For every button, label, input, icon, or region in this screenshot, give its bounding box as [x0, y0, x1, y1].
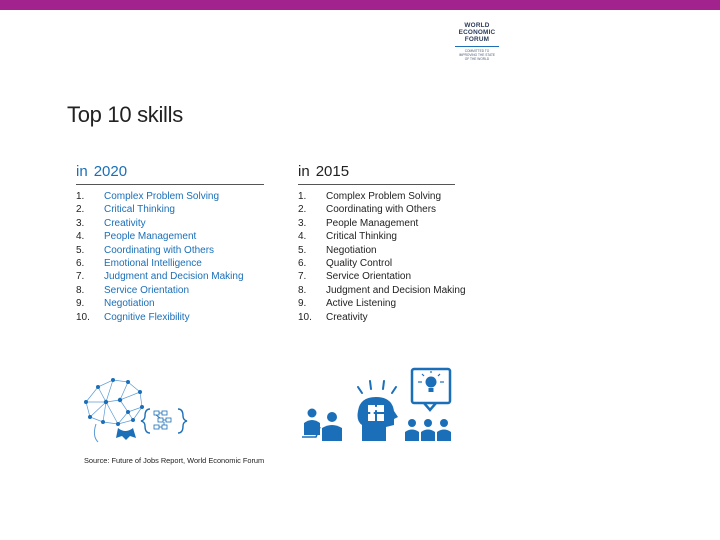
skill-row: 7. Service Orientation — [298, 270, 455, 283]
skill-number: 8. — [298, 284, 307, 296]
skill-number: 7. — [76, 271, 85, 283]
header-year: 2020 — [93, 163, 128, 180]
skill-row: 8. Service Orientation — [76, 284, 264, 297]
skill-number: 4. — [298, 231, 307, 243]
skill-row: 1. Complex Problem Solving — [298, 190, 455, 203]
skill-row: 1. Complex Problem Solving — [76, 190, 264, 203]
brain-network-icon — [84, 378, 188, 443]
skill-label: Complex Problem Solving — [104, 191, 220, 202]
skill-number: 3. — [76, 217, 85, 229]
page-title: Top 10 skills — [67, 102, 183, 127]
skill-row: 6. Emotional Intelligence — [76, 257, 264, 270]
skill-row: 6. Quality Control — [298, 257, 455, 270]
skill-number: 10. — [76, 311, 90, 323]
skill-row: 7. Judgment and Decision Making — [76, 270, 264, 283]
skill-label: Creativity — [104, 217, 146, 229]
skill-number: 5. — [76, 244, 85, 256]
skill-number: 1. — [76, 191, 85, 202]
skill-number: 6. — [298, 257, 307, 269]
skill-number: 2. — [76, 204, 85, 216]
skill-row: 3. Creativity — [76, 217, 264, 230]
skill-number: 4. — [76, 231, 85, 243]
header-year: 2015 — [315, 163, 350, 180]
skill-label: Coordinating with Others — [104, 244, 215, 256]
top-accent-bar — [0, 0, 720, 10]
skill-label: Critical Thinking — [326, 231, 397, 243]
wef-logo: WORLD ECONOMIC FORUM COMMITTED TO IMPROV… — [450, 22, 504, 74]
skill-row: 2. Critical Thinking — [76, 203, 264, 216]
source-note: Source: Future of Jobs Report, World Eco… — [84, 456, 265, 465]
skill-number: 7. — [298, 271, 307, 283]
skill-number: 8. — [76, 284, 85, 296]
skill-label: Negotiation — [326, 244, 377, 256]
header-in-label: in — [298, 163, 310, 180]
skill-number: 9. — [76, 298, 85, 310]
skill-row: 4. Critical Thinking — [298, 230, 455, 243]
skill-label: Complex Problem Solving — [326, 191, 442, 202]
skill-label: Creativity — [326, 311, 368, 323]
skill-label: People Management — [326, 217, 419, 229]
skills-column-2015: in 2015 1. Complex Problem Solving 2. Coord… — [298, 162, 466, 324]
skill-row: 2. Coordinating with Others — [298, 203, 455, 216]
skill-number: 6. — [76, 257, 85, 269]
header-in-label: in — [76, 163, 88, 180]
skill-row: 10. Creativity — [298, 311, 455, 324]
skill-row: 8. Judgment and Decision Making — [298, 284, 466, 297]
skill-label: Coordinating with Others — [326, 204, 437, 216]
skill-label: Quality Control — [326, 257, 393, 269]
skill-label: Judgment and Decision Making — [104, 271, 244, 283]
skill-label: Judgment and Decision Making — [326, 284, 466, 296]
skill-row: 5. Coordinating with Others — [76, 244, 264, 257]
skill-number: 10. — [298, 311, 312, 323]
skill-label: People Management — [104, 231, 197, 243]
skill-row: 9. Negotiation — [76, 297, 264, 310]
skill-row: 3. People Management — [298, 217, 455, 230]
skill-label: Critical Thinking — [104, 204, 175, 216]
column-header-2015: in 2015 — [298, 162, 455, 185]
logo-name: WORLD ECONOMIC FORUM — [458, 22, 496, 43]
skill-number: 1. — [298, 191, 307, 202]
skill-row: 9. Active Listening — [298, 297, 455, 310]
skill-label: Emotional Intelligence — [104, 257, 202, 269]
skill-label: Service Orientation — [326, 271, 412, 283]
skill-number: 5. — [298, 244, 307, 256]
logo-tagline: COMMITTED TO IMPROVING THE STATE OF THE … — [458, 49, 496, 61]
skill-label: Negotiation — [104, 298, 155, 310]
skill-label: Active Listening — [326, 298, 397, 310]
skill-label: Service Orientation — [104, 284, 190, 296]
logo-rule — [455, 46, 499, 47]
skill-number: 2. — [298, 204, 307, 216]
skill-row: 5. Negotiation — [298, 244, 455, 257]
skill-row: 10. Cognitive Flexibility — [76, 311, 264, 324]
column-header-2020: in 2020 — [76, 162, 264, 185]
skill-row: 4. People Management — [76, 230, 264, 243]
skill-label: Cognitive Flexibility — [104, 311, 190, 323]
skill-number: 3. — [298, 217, 307, 229]
skills-column-2020: in 2020 1. Complex Problem Solving 2. Criti… — [76, 162, 264, 324]
people-ideas-icon — [302, 367, 452, 441]
skill-number: 9. — [298, 298, 307, 310]
